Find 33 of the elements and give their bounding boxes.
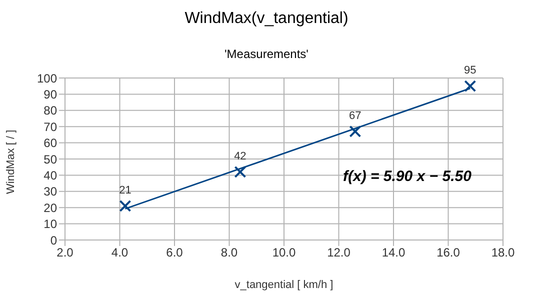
x-tick-label: 18.0 (491, 246, 515, 260)
y-axis-title: WindMax [ / ] (4, 130, 17, 194)
y-tick-label: 80 (44, 104, 58, 118)
y-tick-label: 70 (44, 120, 58, 134)
x-tick-label: 10.0 (272, 246, 296, 260)
y-tick-label: 40 (44, 168, 58, 182)
chart-subtitle: 'Measurements' (224, 47, 310, 61)
x-tick-label: 8.0 (220, 246, 238, 260)
data-label: 21 (119, 184, 132, 196)
point (119, 200, 132, 212)
x-tick-label: 14.0 (382, 246, 406, 260)
point (234, 166, 246, 178)
point (464, 80, 476, 92)
data-label: 67 (349, 110, 362, 122)
y-tick-label: 0 (50, 233, 58, 248)
x-axis-title: v_tangential [ km/h ] (234, 279, 334, 291)
annotation: f(x) = 5.90 x − 5.50 (343, 168, 472, 185)
x-tick-label: 2.0 (56, 246, 74, 260)
y-tick-label: 20 (44, 200, 58, 215)
y-tick-label: 60 (44, 136, 58, 150)
x-tick-label: 6.0 (166, 246, 184, 260)
x-tick-label: 4.0 (111, 246, 128, 260)
y-tick-label: 50 (44, 152, 58, 166)
x-tick-label: 16.0 (436, 246, 460, 260)
y-tick-label: 10 (44, 217, 58, 232)
data-label: 95 (464, 64, 476, 77)
y-tick-label: 100 (36, 71, 58, 86)
x-tick-label: 12.0 (327, 246, 351, 260)
y-tick-label: 30 (44, 184, 58, 199)
y-tick-label: 90 (44, 87, 58, 102)
data-label: 42 (234, 150, 246, 162)
point (349, 125, 362, 138)
chart-title: WindMax(v_tangential) (184, 10, 350, 28)
